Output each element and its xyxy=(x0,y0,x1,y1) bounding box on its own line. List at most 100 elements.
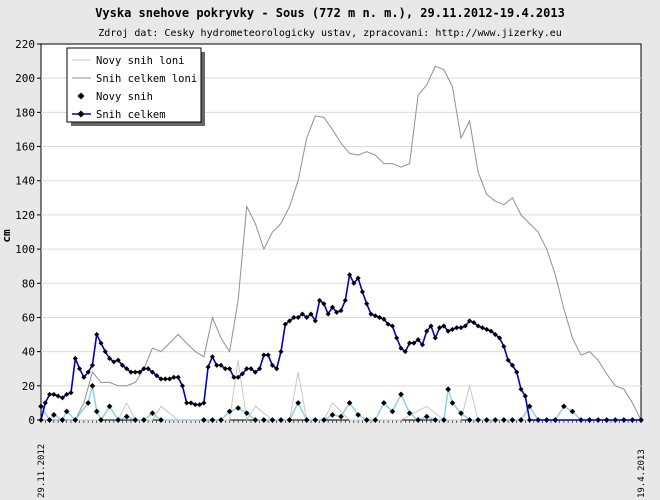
novy-snih-point xyxy=(445,386,451,393)
snih-celkem-point xyxy=(154,373,160,379)
y-tick-label: 220 xyxy=(15,38,35,51)
novy-snih-point xyxy=(303,417,310,423)
snih-celkem-point xyxy=(462,323,468,329)
novy-snih-point xyxy=(423,413,430,420)
novy-snih-point xyxy=(389,408,396,415)
y-axis-ticks: 0 20 40 60 80 100 120 140 160 180 200 220 xyxy=(15,38,41,427)
novy-snih-point xyxy=(441,417,447,423)
snih-celkem-point xyxy=(239,371,245,377)
snih-celkem-point xyxy=(244,366,250,372)
snih-celkem-point xyxy=(505,357,511,363)
novy-snih-point xyxy=(278,417,284,423)
snih-celkem-point xyxy=(424,328,430,334)
snih-celkem-point xyxy=(385,321,391,327)
snih-celkem-point xyxy=(364,301,370,307)
snih-celkem-point xyxy=(167,376,173,382)
chart-subtitle: Zdroj dat: Cesky hydrometeorologicky ust… xyxy=(98,28,562,39)
snih-celkem-point xyxy=(419,342,425,348)
snih-celkem-point xyxy=(261,352,267,358)
snih-celkem-point xyxy=(407,340,413,346)
snih-celkem-point xyxy=(72,355,78,362)
novy-snih-point xyxy=(466,417,473,423)
snih-celkem-point xyxy=(282,321,288,327)
snih-celkem-point xyxy=(355,275,361,281)
snih-celkem-point xyxy=(209,354,215,360)
novy-snih-point xyxy=(569,408,576,415)
snih-celkem-point xyxy=(278,349,284,355)
novy-snih-point xyxy=(261,417,267,423)
novy-snih-point xyxy=(252,417,259,423)
novy-snih-point xyxy=(483,417,490,423)
snih-celkem-point xyxy=(329,304,335,310)
snih-celkem-point xyxy=(458,325,464,331)
snih-celkem-point xyxy=(175,374,181,380)
novy-snih-point xyxy=(501,417,507,423)
y-tick-label: 160 xyxy=(15,141,35,154)
y-tick-label: 120 xyxy=(15,209,35,222)
snih-celkem-point xyxy=(518,386,524,392)
snih-celkem-point xyxy=(514,369,520,375)
snih-celkem-point xyxy=(227,366,233,372)
snih-celkem-point xyxy=(137,369,143,375)
snih-celkem-point xyxy=(342,297,348,303)
legend-marker-celkem xyxy=(77,110,85,118)
snih-celkem-point xyxy=(149,369,155,375)
novy-snih-point xyxy=(63,408,70,415)
snih-celkem-point xyxy=(171,374,177,380)
novy-snih-point xyxy=(158,417,164,423)
snih-celkem-point xyxy=(291,314,297,321)
snih-celkem-point xyxy=(47,391,53,397)
snih-celkem-point xyxy=(347,272,353,278)
snih-celkem-point xyxy=(252,369,258,375)
snih-celkem-point xyxy=(432,335,438,341)
snih-celkem-point xyxy=(437,325,443,331)
novy-snih-point xyxy=(458,410,464,416)
snih-celkem-point xyxy=(231,374,237,380)
novy-snih-point xyxy=(432,417,439,423)
snih-celkem-point xyxy=(107,355,113,362)
novy-snih-point xyxy=(561,403,567,410)
y-tick-label: 200 xyxy=(15,72,35,85)
snih-celkem-point xyxy=(351,280,357,286)
novy-snih-point xyxy=(123,413,130,420)
y-tick-label: 20 xyxy=(22,380,35,393)
snih-celkem-point xyxy=(132,369,138,375)
snih-celkem-point xyxy=(145,366,151,372)
snih-celkem-point xyxy=(115,357,121,363)
novy-snih-point xyxy=(406,410,413,416)
y-tick-label: 40 xyxy=(22,346,35,359)
snih-celkem-point xyxy=(509,362,515,368)
snih-celkem-point xyxy=(338,308,344,314)
snih-celkem-point xyxy=(359,289,365,295)
snih-celkem-point xyxy=(201,400,207,406)
snih-celkem-point xyxy=(402,349,408,355)
snih-celkem-point xyxy=(77,366,83,372)
snih-celkem-point xyxy=(192,402,198,408)
novy-snih-point xyxy=(363,417,370,423)
snih-celkem-point xyxy=(471,320,477,326)
snih-celkem-point xyxy=(321,301,327,307)
novy-snih-point xyxy=(346,400,353,406)
x-tick-label: 19.4.2013 xyxy=(637,449,647,498)
snih-celkem-point xyxy=(64,391,70,397)
snih-celkem-point xyxy=(205,364,211,370)
legend: Novy snih loni Snih celkem loni Novy sni… xyxy=(66,47,205,126)
snih-celkem-point xyxy=(454,325,460,331)
snih-celkem-point xyxy=(222,366,228,372)
novy-snih-point xyxy=(286,417,293,423)
snih-celkem-point xyxy=(102,349,108,355)
snih-celkem-point xyxy=(441,323,447,329)
snih-celkem-point xyxy=(492,331,498,338)
snih-celkem-point xyxy=(501,343,507,350)
snih-celkem-point xyxy=(269,362,275,368)
snih-celkem-point xyxy=(304,314,310,321)
snih-celkem-point xyxy=(394,335,400,341)
snih-celkem-point xyxy=(162,376,168,382)
novy-snih-point xyxy=(492,417,499,423)
novy-snih-point xyxy=(398,391,404,398)
novy-snih-point xyxy=(321,417,327,423)
novy-snih-point xyxy=(269,417,276,423)
snih-celkem-point xyxy=(214,362,220,368)
novy-snih-point xyxy=(518,417,524,423)
